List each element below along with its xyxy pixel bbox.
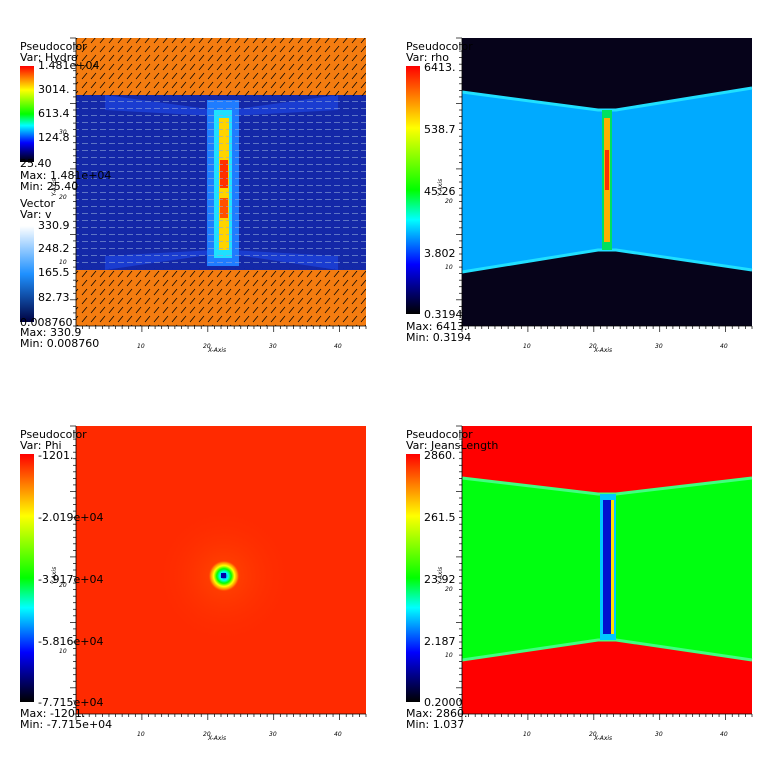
phi-cbar-tick-4: -7.715e+04 bbox=[38, 696, 104, 709]
rho-cbar-tick-3: 3.802 bbox=[424, 247, 456, 260]
vector-colorbar bbox=[20, 226, 34, 322]
phi-cbar-tick-1: -2.019e+04 bbox=[38, 511, 104, 524]
hydro-vectors-middle bbox=[76, 100, 366, 265]
phi-cbar-tick-0: -1201. bbox=[38, 449, 74, 462]
panel-hydro bbox=[20, 37, 367, 332]
phi-max: Max: -1201. bbox=[20, 707, 86, 720]
jeans-cbar-tick-3: 2.187 bbox=[424, 635, 456, 648]
jeans-cbar-tick-0: 2860. bbox=[424, 449, 456, 462]
rho-xtick-0: 10 bbox=[523, 343, 531, 350]
jeans-cbar-tick-4: 0.2000 bbox=[424, 696, 463, 709]
rho-cbar-tick-0: 6413. bbox=[424, 61, 456, 74]
jeans-cbar-tick-1: 261.5 bbox=[424, 511, 456, 524]
panel-jeans bbox=[406, 425, 753, 720]
hydro-max: Max: 1.481e+04 bbox=[20, 169, 112, 182]
hydro-ylabel: Y-Axis bbox=[51, 178, 59, 197]
jeans-xtick-3: 40 bbox=[720, 731, 728, 738]
jeans-ytick-1: 20 bbox=[445, 586, 453, 593]
rho-cbar-tick-2: 45.26 bbox=[424, 185, 456, 198]
jeans-min: Min: 1.037 bbox=[406, 718, 465, 731]
hydro-xtick-3: 40 bbox=[334, 343, 342, 350]
rho-colorbar bbox=[406, 66, 420, 314]
hydro-cbar-tick-3: 124.8 bbox=[38, 131, 70, 144]
jeans-filament bbox=[603, 500, 613, 634]
rho-xlabel: X-Axis bbox=[594, 347, 613, 354]
phi-xlabel: X-Axis bbox=[208, 735, 227, 742]
hydro-ytick-2: 30 bbox=[59, 129, 67, 136]
hydro-xtick-1: 20 bbox=[203, 343, 211, 350]
phi-xtick-3: 40 bbox=[334, 731, 342, 738]
hydro-minor-ticks bbox=[70, 37, 367, 332]
phi-ytick-1: 20 bbox=[59, 582, 67, 589]
phi-colorbar bbox=[20, 454, 34, 702]
phi-ytick-0: 10 bbox=[59, 648, 67, 655]
jeans-ytick-0: 10 bbox=[445, 652, 453, 659]
hydro-ytick-1: 20 bbox=[59, 194, 67, 201]
rho-xtick-3: 40 bbox=[720, 343, 728, 350]
vector-cbar-tick-0: 330.9 bbox=[38, 219, 70, 232]
rho-legend-title: Pseudocolor bbox=[406, 40, 473, 53]
jeans-xtick-1: 20 bbox=[589, 731, 597, 738]
jeans-xlabel: X-Axis bbox=[594, 735, 613, 742]
jeans-minor-ticks bbox=[456, 425, 753, 720]
rho-xtick-2: 30 bbox=[655, 343, 663, 350]
rho-cbar-tick-4: 0.3194 bbox=[424, 308, 463, 321]
rho-ylabel: Y-Axis bbox=[437, 178, 445, 197]
hydro-vectors-top bbox=[76, 38, 366, 96]
hydro-xtick-2: 30 bbox=[269, 343, 277, 350]
rho-cbar-tick-1: 538.7 bbox=[424, 123, 456, 136]
phi-cbar-tick-2: -3.917e+04 bbox=[38, 573, 104, 586]
hydro-xlabel: X-Axis bbox=[208, 347, 227, 354]
hydro-ytick-0: 10 bbox=[59, 259, 67, 266]
vector-cbar-tick-2: 165.5 bbox=[38, 266, 70, 279]
rho-ytick-0: 10 bbox=[445, 264, 453, 271]
phi-ylabel: Y-Axis bbox=[51, 566, 59, 585]
phi-variable: Var: Phi bbox=[20, 439, 62, 452]
jeans-filament-edge bbox=[611, 500, 614, 634]
vector-cbar-tick-1: 248.2 bbox=[38, 242, 70, 255]
hydro-cbar-tick-2: 613.4 bbox=[38, 107, 70, 120]
jeans-variable: Var: JeansLength bbox=[406, 439, 499, 452]
rho-filament-hot bbox=[605, 150, 609, 190]
rho-variable: Var: rho bbox=[406, 51, 449, 64]
hydro-min: Min: 25.40 bbox=[20, 180, 79, 193]
jeans-cbar-tick-2: 23.92 bbox=[424, 573, 456, 586]
rho-minor-ticks bbox=[456, 37, 753, 332]
jeans-ylabel: Y-Axis bbox=[437, 566, 445, 585]
phi-min: Min: -7.715e+04 bbox=[20, 718, 113, 731]
rho-xtick-1: 20 bbox=[589, 343, 597, 350]
vector-title: Vector bbox=[20, 197, 56, 210]
hydro-legend-title: Pseudocolor bbox=[20, 40, 87, 53]
rho-max: Max: 6413. bbox=[406, 320, 468, 333]
hydro-cbar-tick-0: 1.481e+04 bbox=[38, 59, 100, 72]
panel-rho bbox=[406, 37, 753, 332]
panel-phi bbox=[20, 425, 367, 720]
phi-cbar-tick-3: -5.816e+04 bbox=[38, 635, 104, 648]
jeans-max: Max: 2860. bbox=[406, 707, 468, 720]
vector-cbar-tick-4: 0.008760 bbox=[20, 316, 73, 329]
vector-cbar-tick-3: 82.73 bbox=[38, 291, 70, 304]
phi-xtick-0: 10 bbox=[137, 731, 145, 738]
phi-xtick-2: 30 bbox=[269, 731, 277, 738]
vector-min: Min: 0.008760 bbox=[20, 337, 100, 350]
phi-minor-ticks bbox=[70, 425, 367, 720]
rho-ytick-1: 20 bbox=[445, 198, 453, 205]
hydro-cbar-tick-4: 25.40 bbox=[20, 157, 52, 170]
hydro-cbar-tick-1: 3014. bbox=[38, 83, 70, 96]
jeans-xtick-2: 30 bbox=[655, 731, 663, 738]
jeans-legend-title: Pseudocolor bbox=[406, 428, 473, 441]
hydro-vectors-bottom bbox=[76, 268, 366, 326]
vector-variable: Var: v bbox=[20, 208, 52, 221]
phi-legend-title: Pseudocolor bbox=[20, 428, 87, 441]
phi-center bbox=[221, 573, 226, 578]
phi-xtick-1: 20 bbox=[203, 731, 211, 738]
hydro-variable: Var: Hydro bbox=[20, 51, 78, 64]
hydro-colorbar bbox=[20, 66, 34, 162]
hydro-xtick-0: 10 bbox=[137, 343, 145, 350]
vector-max: Max: 330.9 bbox=[20, 326, 82, 339]
jeans-colorbar bbox=[406, 454, 420, 702]
rho-min: Min: 0.3194 bbox=[406, 331, 472, 344]
jeans-xtick-0: 10 bbox=[523, 731, 531, 738]
